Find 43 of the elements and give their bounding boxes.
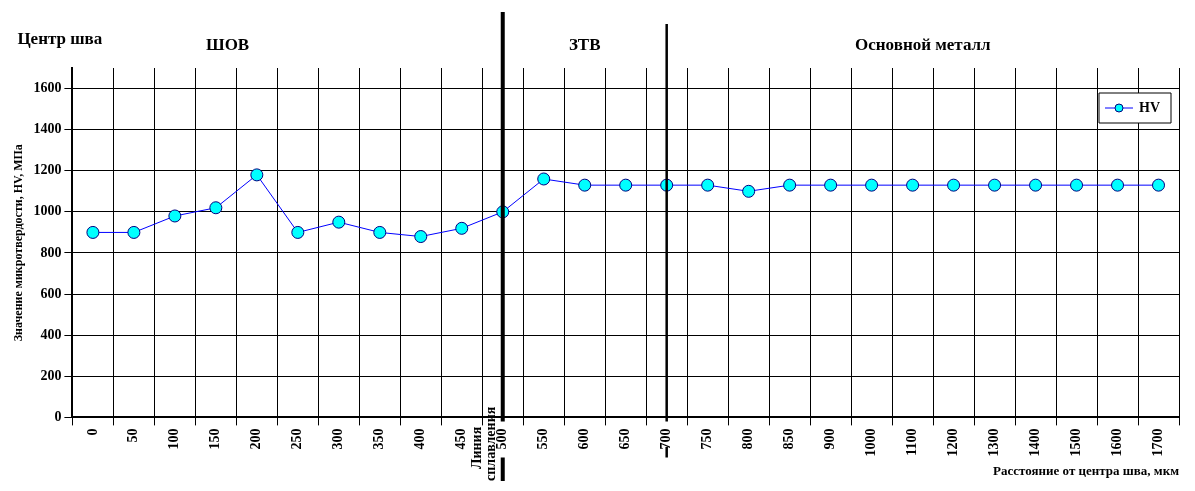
x-tick-label: 1500 [1068,428,1084,457]
y-tick-label: 400 [40,326,62,342]
x-tick-label: 200 [248,428,264,450]
text: Центр шва [17,29,103,49]
x-tick-label: 1300 [986,428,1002,457]
text: ШОВ [205,35,250,55]
x-tick-label: 300 [330,428,346,450]
x-tick-label: 150 [207,428,223,450]
x-tick-label: 500 [494,428,510,450]
x-tick-label: 900 [822,428,838,450]
x-tick-label: 800 [740,428,756,450]
y-tick-label: 0 [54,409,62,425]
x-tick-label: 250 [289,428,305,450]
x-tick-label: 50 [125,428,141,443]
x-tick-label: 450 [453,428,469,450]
x-tick-label: 650 [617,428,633,450]
x-tick-label: 400 [412,428,428,450]
y-tick-label: 600 [40,285,62,301]
x-tick-label: 100 [166,428,182,450]
text: ЗТВ [568,35,601,55]
y-tick-label: 1000 [33,203,62,219]
x-tick-label: 0 [84,428,100,436]
x-tick-label: 1400 [1027,428,1043,457]
x-tick-label: 750 [699,428,715,450]
x-tick-label: 1600 [1109,428,1125,457]
x-tick-label: 1700 [1150,428,1166,457]
x-tick-label: 550 [535,428,551,450]
x-tick-label: 1000 [863,428,879,457]
y-tick-label: 1600 [33,80,62,96]
y-tick-label: 200 [40,367,62,383]
x-axis-title: Расстояние от центра шва, мкм [993,462,1180,478]
y-tick-label: 1400 [33,121,62,137]
x-tick-label: 1100 [904,428,920,456]
x-tick-label: 850 [781,428,797,450]
x-tick-label: 1200 [945,428,961,457]
x-tick-label: 600 [576,428,592,450]
y-axis-title: Значение микротвердости, HV, МПа [11,144,26,342]
y-tick-label: 800 [40,244,62,260]
x-tick-label: 350 [371,428,387,450]
legend-label: HV [1139,99,1160,115]
x-tick-label: 700 [658,428,674,450]
y-tick-label: 1200 [33,162,62,178]
text: Основной металл [855,35,992,55]
